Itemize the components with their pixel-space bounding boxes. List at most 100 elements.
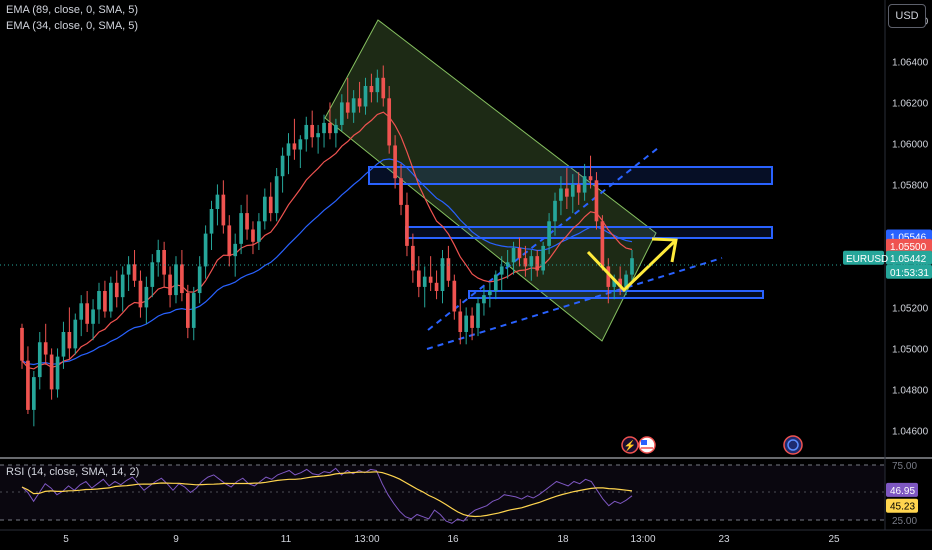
ema-34-legend[interactable]: EMA (34, close, 0, SMA, 5) (6, 20, 139, 32)
candle (547, 213, 551, 255)
candle-body (434, 282, 439, 291)
candle-body (73, 319, 78, 349)
time-axis[interactable]: 5 9 11 13:00 16 18 13:00 23 25 (63, 534, 840, 545)
candle-body (517, 247, 522, 259)
candle (381, 65, 386, 107)
candle-body (322, 122, 326, 134)
candle (73, 313, 78, 355)
candle (411, 233, 415, 283)
candle (529, 250, 534, 281)
candle (91, 299, 95, 341)
candle-body (180, 264, 184, 294)
candle (488, 282, 492, 308)
candle (292, 118, 297, 160)
candle (606, 258, 611, 304)
rsi-value-badge (886, 482, 918, 497)
ema-89-legend[interactable]: EMA (89, close, 0, SMA, 5) (6, 4, 139, 16)
candle-body (351, 98, 356, 113)
candle (553, 192, 557, 236)
candle-body (233, 243, 238, 257)
candle (535, 250, 540, 277)
candle (570, 174, 575, 214)
candle-body (411, 245, 415, 271)
candle (245, 194, 249, 240)
rsi-pane (0, 464, 885, 524)
candle-body (559, 188, 563, 201)
rsi-level-label: 75.00 (892, 461, 917, 472)
candle (476, 297, 480, 337)
candle-body (221, 194, 226, 226)
candle-body (405, 204, 409, 246)
candle (470, 307, 474, 341)
candle (32, 370, 36, 427)
candle-body (191, 293, 196, 328)
rsi-value-text: 46.95 (890, 486, 915, 497)
rsi-ma-line (21, 471, 633, 518)
candle (541, 241, 546, 275)
price-tick-label: 1.05800 (892, 180, 929, 191)
candle (185, 284, 190, 339)
candle-body (26, 360, 30, 410)
candle-body (168, 274, 172, 296)
symbol-badge (843, 250, 884, 265)
candle (191, 286, 196, 341)
rsi-axis[interactable]: 75.00 25.00 46.95 45.23 (886, 461, 918, 527)
mid-zone[interactable] (405, 226, 773, 239)
price-tick-label: 1.05000 (892, 344, 929, 355)
candle (79, 295, 84, 337)
candle (339, 94, 344, 132)
candle-body (339, 102, 344, 125)
candle-body (458, 311, 463, 332)
time-tick-label: 5 (63, 534, 69, 545)
currency-button[interactable]: USD (888, 4, 926, 28)
price-tick-label: 1.05200 (892, 303, 929, 314)
candle (274, 168, 279, 222)
lightning-icon[interactable] (621, 436, 639, 454)
candle (268, 182, 273, 222)
support-zone[interactable] (468, 290, 764, 299)
candle (221, 180, 226, 234)
resistance-zone[interactable] (368, 166, 773, 185)
event-icons[interactable]: ⚡ (621, 435, 803, 455)
candle (209, 200, 214, 250)
rsi-legend[interactable]: RSI (14, close, SMA, 14, 2) (6, 466, 140, 478)
candle (20, 323, 24, 369)
candle-body (114, 282, 119, 298)
candle-body (49, 354, 54, 390)
descending-channel[interactable] (324, 19, 657, 342)
candle (156, 239, 161, 277)
time-tick-label: 9 (173, 534, 179, 545)
candle (251, 221, 255, 255)
time-tick-label: 13:00 (354, 534, 379, 545)
price-label-text: 1.05546 (890, 232, 927, 243)
price-tick-label: 1.06200 (892, 98, 929, 109)
candle-body (547, 221, 551, 246)
candle-body (79, 303, 84, 320)
candle-body (32, 377, 36, 410)
candle (138, 270, 143, 318)
candle (517, 237, 522, 267)
candle (434, 270, 439, 300)
candle-body (328, 122, 332, 134)
candle (37, 332, 42, 390)
candle (304, 116, 309, 152)
candle-body (85, 303, 89, 324)
candle-body (553, 200, 557, 222)
candle (162, 241, 166, 287)
lower-trend-line[interactable] (426, 257, 723, 350)
candle-body (464, 315, 469, 332)
candle-body (257, 221, 261, 242)
candle-body (138, 280, 143, 308)
candle-body (399, 178, 403, 205)
candle (67, 307, 72, 359)
globe-icon[interactable] (783, 435, 803, 455)
globe-icon-inner (787, 439, 799, 451)
candle-body (600, 221, 605, 267)
candle (215, 184, 220, 226)
candle-body (334, 124, 338, 134)
lightning-icon-glyph: ⚡ (624, 439, 636, 452)
candle (257, 213, 261, 250)
candle (227, 215, 232, 267)
candle-body (565, 188, 569, 197)
